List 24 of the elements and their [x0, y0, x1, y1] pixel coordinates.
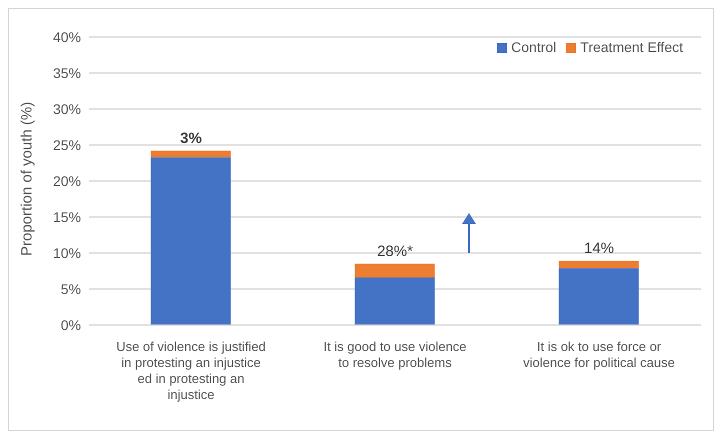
annotation: 3%	[180, 130, 202, 147]
bar	[558, 268, 639, 325]
y-tick-label: 0%	[60, 316, 81, 333]
y-axis-title: Proportion of youth (%)	[18, 102, 36, 256]
y-tick-label: 25%	[52, 136, 81, 153]
y-tick-label: 40%	[52, 28, 81, 45]
annotation: 28%*	[377, 242, 414, 260]
x-tick-label: Use of violence is justified in protesting an injustice ed in protesting an injustice	[116, 339, 266, 402]
bar	[558, 260, 639, 268]
y-tick-label: 30%	[52, 100, 81, 117]
legend-label: Treatment Effect	[580, 39, 683, 55]
annotation: 14%	[584, 240, 614, 257]
legend-label: Control	[511, 39, 556, 55]
bar	[354, 277, 435, 325]
y-tick-label: 10%	[52, 244, 81, 261]
y-tick-label: 20%	[52, 172, 81, 189]
x-tick-label: It is good to use violence to resolve problems	[323, 339, 467, 370]
y-tick-label: 35%	[52, 64, 81, 81]
y-tick-label: 15%	[52, 208, 81, 225]
y-tick-label: 5%	[60, 280, 81, 297]
bar	[354, 264, 435, 278]
bar	[150, 150, 231, 158]
x-tick-label: It is ok to use force or violence for political cause	[523, 339, 675, 370]
bar	[150, 157, 231, 325]
